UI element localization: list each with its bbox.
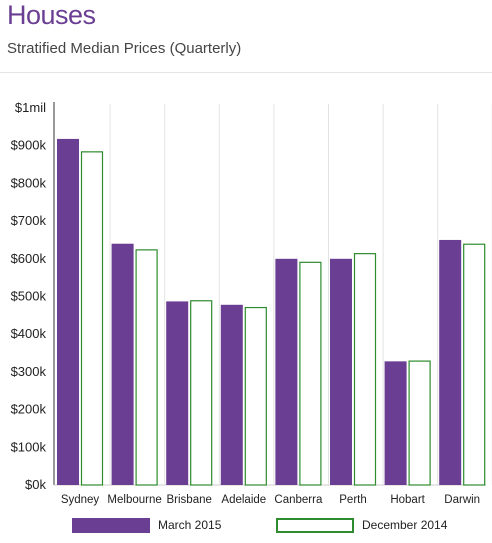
page-title: Houses xyxy=(7,0,96,30)
y-tick-label: $200k xyxy=(11,402,47,417)
bar-december-perth xyxy=(353,253,377,486)
bar-march-melbourne xyxy=(111,243,134,485)
legend-label-march: March 2015 xyxy=(158,518,222,532)
x-tick-label: Canberra xyxy=(274,494,323,506)
bar-december-adelaide xyxy=(244,306,267,486)
bar-march-darwin xyxy=(439,239,462,485)
y-tick-label: $1mil xyxy=(15,100,46,115)
bar-december-sydney xyxy=(80,151,104,486)
bar-december-melbourne xyxy=(135,249,158,486)
bar-march-sydney xyxy=(57,138,79,485)
bar-december-darwin xyxy=(463,243,486,486)
bar-december-hobart xyxy=(408,360,431,486)
chart-subtitle: Stratified Median Prices (Quarterly) xyxy=(7,40,242,57)
x-tick-label: Adelaide xyxy=(221,494,266,506)
x-tick-label: Brisbane xyxy=(167,494,212,506)
legend-swatch-march xyxy=(72,517,150,533)
bar-december-canberra xyxy=(299,261,322,486)
y-tick-label: $900k xyxy=(11,138,47,153)
legend-item-march: March 2015 xyxy=(72,516,221,534)
x-tick-label: Darwin xyxy=(444,494,480,506)
legend-swatch-december xyxy=(276,517,354,533)
y-tick-label: $400k xyxy=(11,326,47,341)
x-tick-label: Melbourne xyxy=(107,494,161,506)
y-tick-label: $700k xyxy=(11,213,47,228)
y-tick-label: $0k xyxy=(25,477,46,492)
bar-march-hobart xyxy=(384,361,407,485)
y-tick-label: $800k xyxy=(11,175,47,190)
y-tick-label: $300k xyxy=(11,364,47,379)
x-tick-label: Perth xyxy=(339,494,367,506)
y-tick-label: $100k xyxy=(11,439,47,454)
bar-chart: $0k $100k $200k $300k $400k $500k $600k $700k $8… xyxy=(11,100,492,506)
x-tick-label: Sydney xyxy=(61,494,100,506)
legend-item-december: December 2014 xyxy=(276,516,447,534)
y-tick-label: $500k xyxy=(11,289,47,304)
bar-march-perth xyxy=(330,258,352,485)
bar-march-canberra xyxy=(275,258,298,485)
y-tick-label: $600k xyxy=(11,251,47,266)
x-tick-label: Hobart xyxy=(390,494,425,506)
header-divider xyxy=(0,72,492,73)
bar-december-brisbane xyxy=(190,300,213,486)
bar-march-adelaide xyxy=(220,304,243,485)
legend-label-december: December 2014 xyxy=(362,518,448,532)
bar-march-brisbane xyxy=(166,301,189,485)
